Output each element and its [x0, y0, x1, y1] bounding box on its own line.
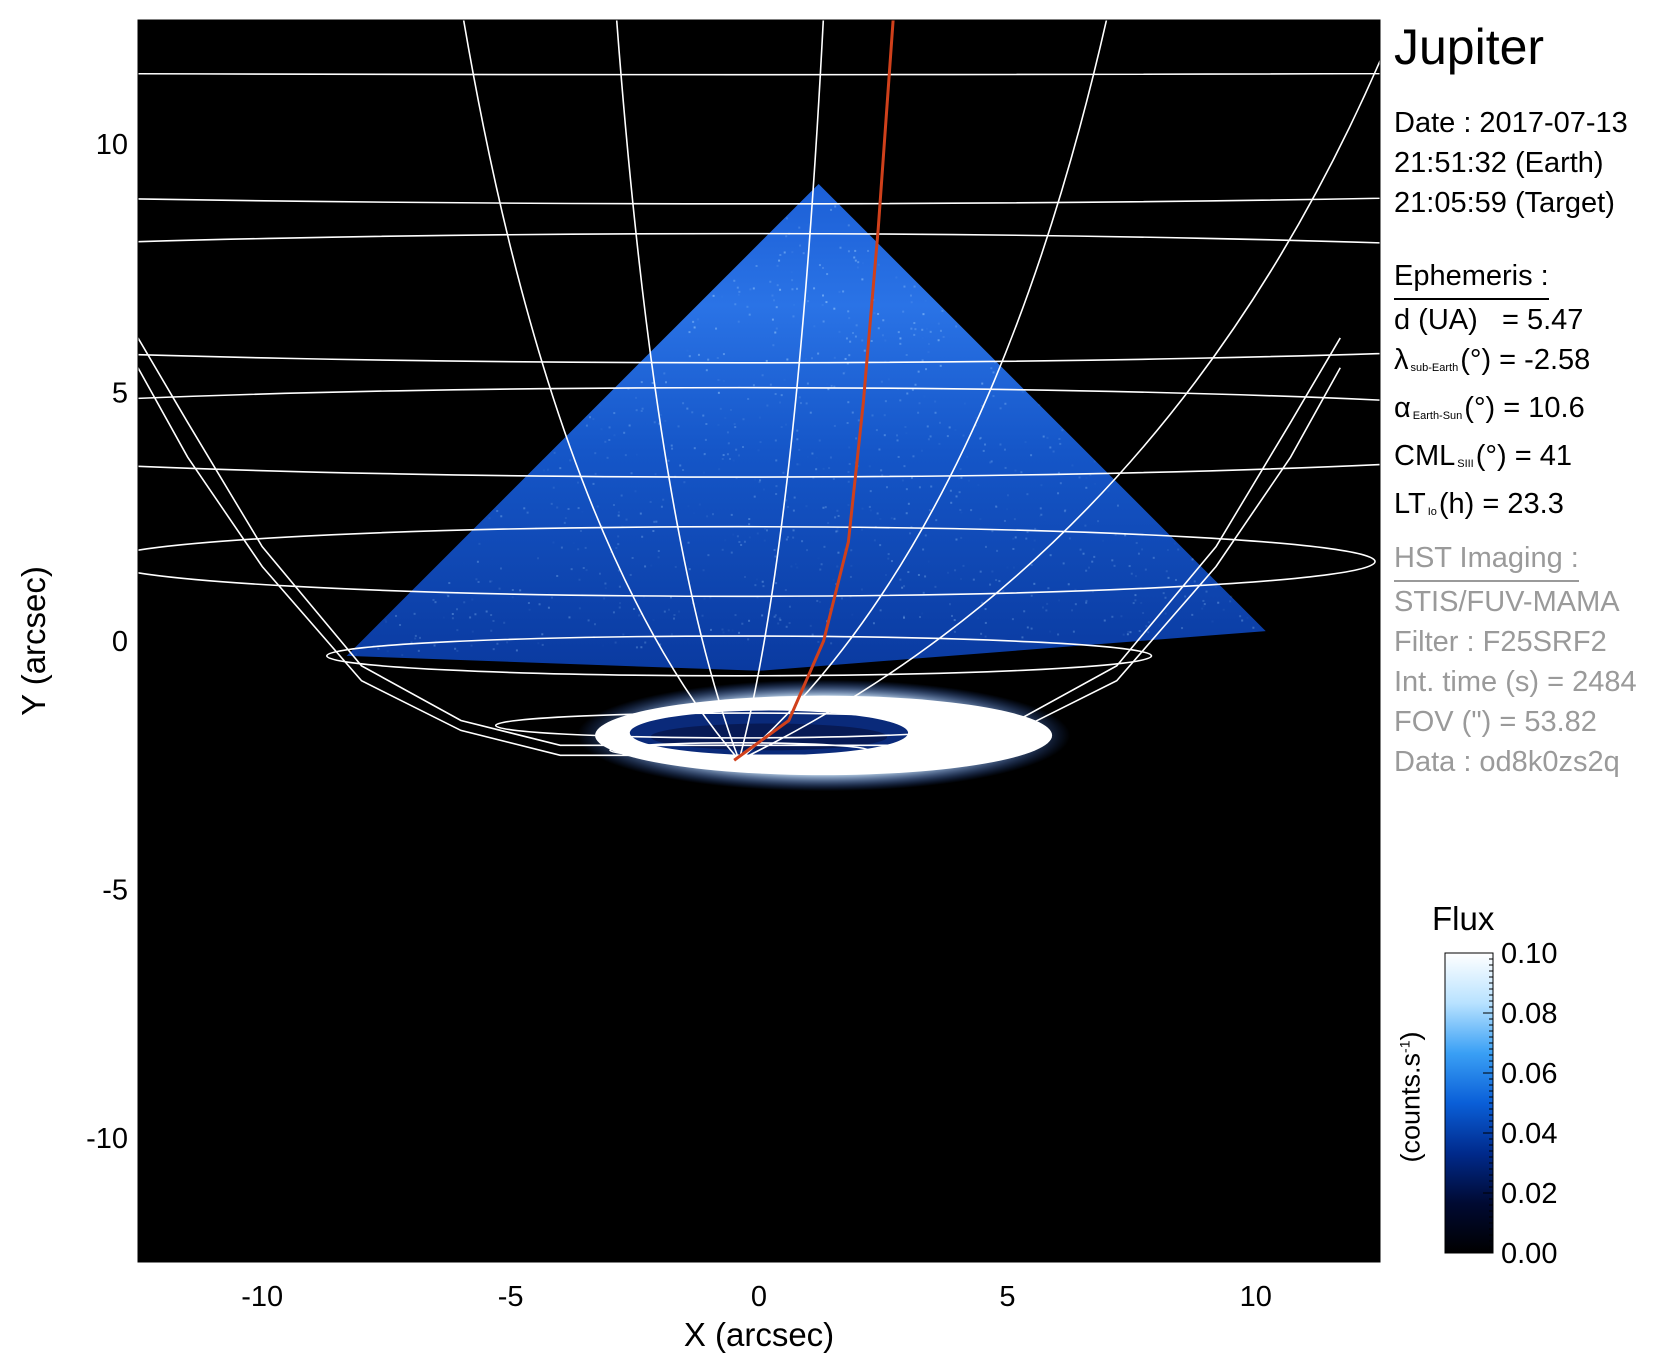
- y-tick-label: -5: [102, 874, 128, 906]
- data-id-row: Data : od8k0zs2q: [1394, 746, 1620, 778]
- latitude-circle: [494, 712, 984, 739]
- latitude-circle: [138, 386, 1380, 478]
- y-axis-label: Y (arcsec): [15, 566, 52, 716]
- filter-row: Filter : F25SRF2: [1394, 626, 1607, 658]
- region-noise: [355, 205, 1255, 657]
- y-tick-label: 10: [96, 129, 128, 161]
- sub-earth-latitude-row: λ sub-Earth(°) = -2.58: [1394, 344, 1591, 376]
- x-tick-label: 0: [751, 1281, 767, 1313]
- colorbar-title: Flux: [1432, 900, 1495, 937]
- colorbar-unit: (counts.s-1): [1395, 1031, 1426, 1163]
- hst-block: HST Imaging : STIS/FUV-MAMA Filter : F25…: [1394, 538, 1637, 782]
- meridian-line: [738, 58, 1380, 761]
- phase-angle-row: α Earth-Sun(°) = 10.6: [1394, 392, 1585, 424]
- io-local-time-row: LT Io(h) = 23.3: [1394, 488, 1564, 520]
- date-line: Date : 2017-07-13: [1394, 107, 1628, 139]
- meridian-line: [738, 20, 825, 761]
- colorbar-tick-label: 0.00: [1501, 1238, 1557, 1270]
- hst-heading: HST Imaging :: [1394, 538, 1579, 582]
- int-time-row: Int. time (s) = 2484: [1394, 666, 1637, 698]
- colorbar-tick-label: 0.06: [1501, 1058, 1557, 1090]
- colorbar-tick-label: 0.08: [1501, 998, 1557, 1030]
- y-tick-label: 5: [112, 378, 128, 410]
- latitude-grid: [138, 72, 1380, 759]
- x-tick-label: 5: [999, 1281, 1015, 1313]
- latitude-circle: [138, 72, 1380, 76]
- colorbar-tick-label: 0.02: [1501, 1178, 1557, 1210]
- latitude-circle: [138, 232, 1380, 364]
- latitude-circle: [138, 197, 1380, 205]
- time-target: 21:05:59 (Target): [1394, 187, 1615, 219]
- colorbar-tick-label: 0.04: [1501, 1118, 1557, 1150]
- latitude-circle: [138, 525, 1376, 598]
- y-tick-label: -10: [86, 1123, 128, 1155]
- meridian-line: [738, 20, 1108, 761]
- x-tick-label: 10: [1240, 1281, 1272, 1313]
- date-block: Date : 2017-07-13 21:51:32 (Earth) 21:05…: [1394, 103, 1628, 223]
- observed-region: [346, 183, 1266, 671]
- x-tick-label: -5: [498, 1281, 524, 1313]
- x-tick-label: -10: [241, 1281, 283, 1313]
- ephemeris-block: Ephemeris : d (UA) = 5.47 λ sub-Earth(°) …: [1394, 256, 1590, 532]
- io-footprint-line: [733, 20, 895, 762]
- colorbar: [1444, 952, 1494, 1254]
- meridian-line: [462, 20, 740, 761]
- time-earth: 21:51:32 (Earth): [1394, 147, 1604, 179]
- x-axis-label: X (arcsec): [684, 1316, 834, 1353]
- ephemeris-heading: Ephemeris :: [1394, 256, 1549, 300]
- latitude-circle: [325, 635, 1153, 677]
- cml-row: CML SIII(°) = 41: [1394, 440, 1572, 472]
- fov-row: FOV (") = 53.82: [1394, 706, 1597, 738]
- instrument-row: STIS/FUV-MAMA: [1394, 586, 1620, 618]
- colorbar-tick-label: 0.10: [1501, 938, 1557, 970]
- meridian-line: [615, 20, 740, 761]
- distance-row: d (UA) = 5.47: [1394, 304, 1584, 336]
- planet-limb: [138, 337, 1341, 747]
- y-tick-label: 0: [112, 626, 128, 658]
- planet-title: Jupiter: [1394, 19, 1545, 75]
